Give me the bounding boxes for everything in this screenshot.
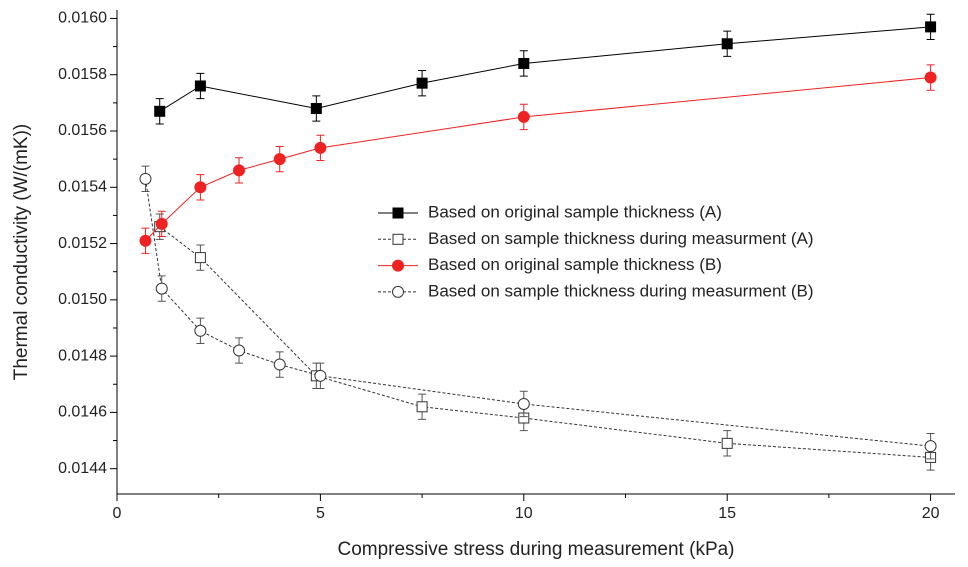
y-axis-title: Thermal conductivity (W/(mK)): [11, 124, 32, 381]
x-tick-label: 20: [922, 505, 940, 522]
marker: [194, 80, 206, 92]
marker: [517, 110, 530, 123]
legend-marker: [392, 285, 404, 298]
series-line: [144, 178, 931, 447]
marker: [310, 102, 322, 114]
marker: [194, 324, 207, 337]
y-tick-label: 0.0150: [58, 291, 107, 308]
x-tick-label: 15: [718, 505, 736, 522]
series-line: [145, 77, 931, 242]
x-tick-label: 10: [515, 505, 533, 522]
legend-text: Based on original sample thickness (A): [428, 202, 722, 221]
marker: [314, 369, 327, 382]
marker: [273, 358, 286, 371]
y-tick-label: 0.0152: [58, 235, 107, 252]
legend-marker: [392, 259, 404, 272]
marker: [155, 217, 168, 230]
marker: [273, 153, 286, 166]
legend-marker: [392, 233, 404, 245]
marker: [314, 141, 327, 154]
x-axis-title: Compressive stress during measurement (k…: [337, 539, 734, 560]
marker: [517, 397, 530, 410]
marker: [233, 164, 246, 177]
legend-text: Based on sample thickness during measurm…: [428, 229, 814, 248]
y-tick-label: 0.0148: [58, 347, 107, 364]
y-tick-label: 0.0154: [58, 178, 107, 195]
legend-text: Based on original sample thickness (B): [428, 255, 722, 274]
marker: [924, 71, 937, 84]
marker: [721, 38, 733, 50]
y-tick-label: 0.0158: [58, 66, 107, 83]
y-tick-label: 0.0156: [58, 122, 107, 139]
y-tick-label: 0.0160: [58, 10, 107, 27]
marker: [194, 252, 206, 264]
marker: [925, 21, 937, 33]
series-line: [159, 26, 931, 112]
marker: [416, 401, 428, 413]
marker: [139, 234, 152, 247]
x-tick-label: 5: [316, 505, 325, 522]
legend-text: Based on sample thickness during measurm…: [428, 281, 814, 300]
marker: [154, 105, 166, 117]
x-tick-label: 0: [113, 505, 122, 522]
marker: [194, 181, 207, 194]
marker: [155, 282, 168, 295]
marker: [139, 172, 152, 185]
legend-marker: [392, 207, 404, 219]
y-tick-label: 0.0144: [58, 460, 107, 477]
marker: [416, 77, 428, 89]
marker: [518, 57, 530, 69]
y-tick-label: 0.0146: [58, 404, 107, 421]
marker: [721, 437, 733, 449]
marker: [924, 440, 937, 453]
marker: [233, 344, 246, 357]
